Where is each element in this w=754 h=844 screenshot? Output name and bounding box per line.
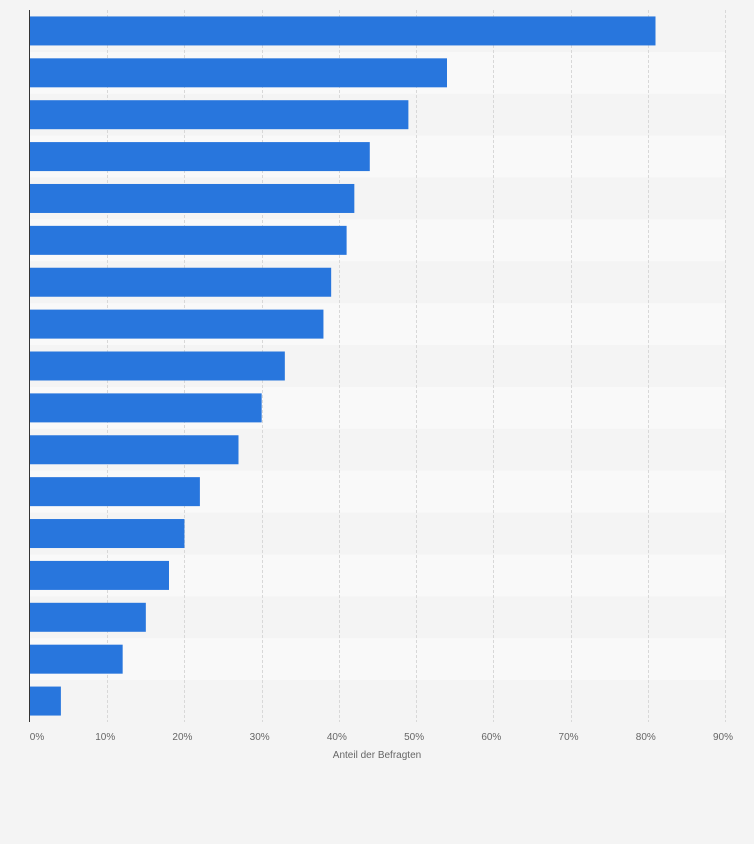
bar [30, 100, 409, 130]
x-tick-label: 80% [636, 732, 656, 743]
bar [30, 393, 262, 423]
x-tick-label: 10% [95, 732, 115, 743]
x-tick-label: 50% [404, 732, 424, 743]
x-tick-label: 20% [172, 732, 192, 743]
row-band [30, 680, 725, 722]
bar [30, 16, 656, 46]
bar [30, 686, 61, 716]
x-tick-label: 90% [713, 732, 733, 743]
x-tick-label: 0% [30, 732, 45, 743]
bar [30, 602, 146, 632]
bars [30, 16, 656, 716]
bar [30, 477, 200, 507]
bar [30, 351, 285, 381]
bar [30, 267, 332, 297]
bar [30, 58, 447, 88]
x-axis-ticks: 0% 10% 20% 30% 40% 50% 60% 70% 80% 90% [30, 732, 733, 743]
bar [30, 183, 355, 213]
x-tick-label: 60% [481, 732, 501, 743]
bar [30, 435, 239, 465]
bar [30, 644, 123, 674]
bar [30, 560, 169, 590]
x-axis-title: Anteil der Befragten [333, 750, 421, 761]
bar [30, 142, 370, 172]
bar [30, 225, 347, 255]
x-tick-label: 30% [250, 732, 270, 743]
row-band [30, 638, 725, 681]
x-tick-label: 40% [327, 732, 347, 743]
bar [30, 309, 324, 339]
x-tick-label: 70% [559, 732, 579, 743]
bar [30, 519, 185, 549]
